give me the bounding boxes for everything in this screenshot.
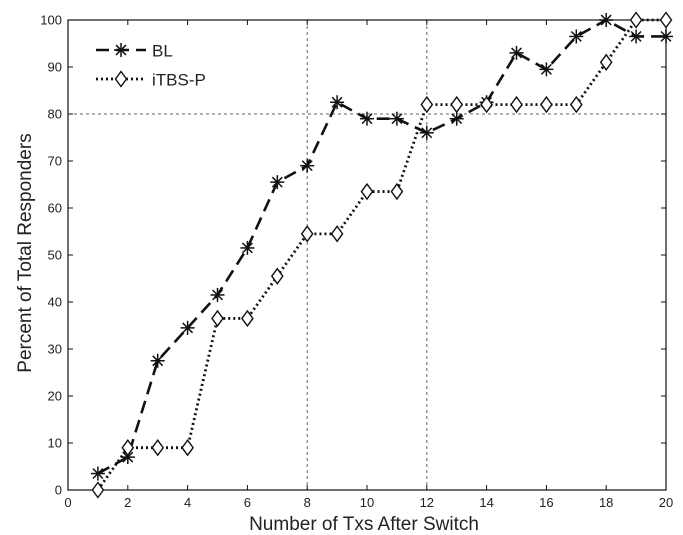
x-tick-label: 14 <box>479 495 493 510</box>
plot-frame <box>67 19 667 491</box>
legend-marker-bl <box>114 43 128 57</box>
data-point-itbs-p <box>659 11 673 29</box>
y-tick-label: 0 <box>55 483 62 498</box>
x-tick-label: 16 <box>539 495 553 510</box>
x-tick-label: 10 <box>360 495 374 510</box>
data-point-bl <box>569 29 584 44</box>
y-tick-label: 80 <box>48 107 62 122</box>
legend: BL iTBS-P <box>96 42 206 90</box>
data-point-itbs-p <box>629 11 643 29</box>
data-point-itbs-p <box>450 95 464 114</box>
data-point-itbs-p <box>121 439 135 457</box>
y-axis-label: Percent of Total Responders <box>15 133 36 372</box>
y-tick-label: 90 <box>48 60 62 75</box>
data-point-bl <box>150 353 165 368</box>
data-point-bl <box>240 240 255 255</box>
legend-entry-bl: BL <box>96 42 173 61</box>
data-point-itbs-p <box>211 309 224 328</box>
data-point-bl <box>629 29 644 44</box>
legend-marker-itbs-p <box>114 70 128 88</box>
data-point-bl <box>389 111 404 126</box>
y-tick-label: 30 <box>48 342 62 357</box>
series-layer <box>90 11 673 499</box>
data-point-bl <box>210 287 225 302</box>
data-point-itbs-p <box>181 439 194 457</box>
data-point-itbs-p <box>270 267 284 285</box>
y-tick-label: 20 <box>48 389 62 404</box>
x-tick-label: 20 <box>659 495 673 510</box>
data-point-bl <box>659 29 673 44</box>
y-tick-label: 10 <box>48 436 62 451</box>
data-point-itbs-p <box>510 95 523 114</box>
data-point-itbs-p <box>569 95 583 114</box>
data-point-itbs-p <box>151 439 165 457</box>
axes: 0 2 4 6 8 10 12 14 16 18 20 0 10 20 30 40 50 60 70 80 90 100 <box>40 13 673 511</box>
data-point-itbs-p <box>540 95 553 114</box>
data-point-itbs-p <box>91 481 105 499</box>
x-tick-label: 2 <box>124 495 131 510</box>
data-point-bl <box>360 111 374 126</box>
x-tick-label: 18 <box>599 495 613 510</box>
data-point-itbs-p <box>241 309 254 328</box>
data-point-bl <box>180 320 195 335</box>
y-tick-label: 40 <box>48 295 62 310</box>
x-tick-label: 12 <box>420 495 434 510</box>
data-point-itbs-p <box>330 225 344 243</box>
data-point-itbs-p <box>420 95 434 114</box>
series-line-itbs-p <box>96 18 666 491</box>
x-tick-label: 8 <box>304 495 311 510</box>
data-point-bl <box>449 111 464 126</box>
x-tick-label: 4 <box>184 495 191 510</box>
data-point-bl <box>90 466 105 481</box>
data-point-bl <box>270 175 285 190</box>
data-point-bl <box>539 62 554 77</box>
legend-entry-itbs-p: iTBS-P <box>96 70 206 90</box>
data-point-bl <box>509 45 524 60</box>
data-point-bl <box>300 158 315 173</box>
data-point-bl <box>419 125 434 140</box>
data-point-bl <box>599 13 614 27</box>
legend-label-bl: BL <box>152 42 173 61</box>
series-line-bl <box>97 18 666 475</box>
y-tick-label: 60 <box>48 201 62 216</box>
x-tick-label: 6 <box>244 495 251 510</box>
data-point-itbs-p <box>300 225 314 243</box>
data-point-itbs-p <box>360 182 374 201</box>
data-point-bl <box>330 95 345 110</box>
data-point-itbs-p <box>390 182 404 201</box>
y-tick-label: 50 <box>48 248 62 263</box>
legend-label-itbs-p: iTBS-P <box>152 71 206 90</box>
data-point-itbs-p <box>599 53 613 71</box>
data-point-itbs-p <box>480 95 493 114</box>
x-axis-label: Number of Txs After Switch <box>249 514 479 535</box>
y-tick-label: 70 <box>48 154 62 169</box>
x-tick-label: 0 <box>64 495 71 510</box>
reference-lines <box>68 20 666 490</box>
y-tick-label: 100 <box>40 13 62 28</box>
